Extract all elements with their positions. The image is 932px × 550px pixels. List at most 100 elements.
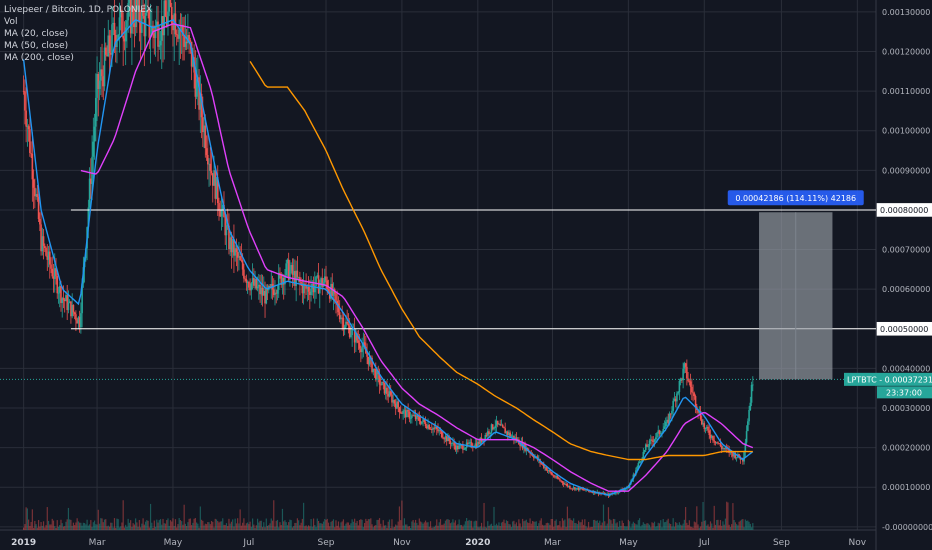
candle-body bbox=[251, 278, 254, 284]
volume-bar bbox=[426, 522, 428, 530]
volume-bar bbox=[489, 524, 491, 530]
volume-bar bbox=[296, 518, 298, 530]
candle-body bbox=[416, 415, 418, 420]
volume-bar bbox=[24, 524, 26, 530]
volume-bar bbox=[707, 524, 709, 530]
candle-body bbox=[556, 475, 559, 479]
volume-bar bbox=[28, 519, 30, 530]
candle-body bbox=[302, 283, 305, 294]
volume-bar bbox=[36, 527, 38, 530]
volume-bar bbox=[673, 526, 676, 530]
candle-body bbox=[290, 265, 292, 271]
volume-bar bbox=[244, 525, 246, 530]
candle-body bbox=[408, 411, 411, 419]
volume-bar bbox=[536, 525, 539, 530]
indicator-vol[interactable]: Vol bbox=[4, 17, 18, 27]
volume-bar bbox=[676, 523, 678, 530]
volume-bar bbox=[127, 518, 129, 530]
volume-bar bbox=[101, 518, 103, 530]
candle-body bbox=[215, 177, 218, 199]
volume-bar bbox=[601, 522, 603, 530]
indicator-ma200[interactable]: MA (200, close) bbox=[4, 53, 74, 63]
candle-body bbox=[142, 9, 144, 16]
volume-bar bbox=[555, 519, 557, 530]
volume-bar bbox=[71, 525, 73, 530]
volume-bar bbox=[505, 520, 508, 530]
volume-bar bbox=[612, 518, 615, 530]
candle-body bbox=[699, 411, 702, 420]
candle-body bbox=[676, 393, 678, 402]
candle-body bbox=[234, 248, 236, 256]
volume-bar bbox=[111, 522, 113, 530]
indicator-ma20[interactable]: MA (20, close) bbox=[4, 29, 69, 39]
candle-body bbox=[623, 489, 626, 491]
volume-bar bbox=[528, 522, 530, 530]
candle-body bbox=[235, 248, 238, 253]
candle-body bbox=[595, 492, 597, 494]
x-tick-label: Jul bbox=[242, 538, 254, 548]
volume-bar bbox=[417, 525, 419, 530]
candle-body bbox=[412, 415, 414, 417]
candle-body bbox=[296, 270, 299, 278]
candle-body bbox=[702, 423, 704, 425]
candle-body bbox=[459, 444, 462, 446]
candle-body bbox=[58, 286, 61, 293]
candle-body bbox=[503, 426, 505, 429]
volume-bar bbox=[219, 521, 221, 530]
volume-bar bbox=[356, 520, 358, 530]
candle-body bbox=[297, 277, 300, 278]
volume-bar bbox=[596, 520, 598, 530]
volume-bar bbox=[54, 526, 56, 530]
countdown-tag: 23:37:00 bbox=[886, 388, 922, 397]
volume-bar bbox=[543, 525, 545, 530]
ma200-line bbox=[249, 61, 753, 461]
volume-bar bbox=[672, 518, 674, 530]
volume-bar bbox=[96, 524, 98, 530]
candle-body bbox=[194, 72, 197, 97]
candle-body bbox=[243, 269, 245, 279]
volume-bar bbox=[587, 521, 590, 530]
volume-bar bbox=[208, 522, 210, 530]
volume-bar bbox=[149, 503, 152, 530]
volume-bar bbox=[79, 522, 81, 530]
candle-body bbox=[332, 289, 335, 296]
volume-bar bbox=[52, 520, 55, 530]
candle-body bbox=[632, 474, 635, 479]
volume-bar bbox=[728, 524, 730, 530]
volume-bar bbox=[719, 520, 722, 530]
volume-bar bbox=[69, 519, 71, 530]
candle-body bbox=[87, 207, 90, 228]
y-tick-label: 0.00110000 bbox=[882, 87, 930, 96]
candle-body bbox=[198, 77, 200, 110]
volume-bar bbox=[182, 524, 184, 530]
volume-bar bbox=[667, 518, 669, 530]
candle-body bbox=[338, 312, 341, 320]
candle-body bbox=[24, 91, 26, 111]
volume-bar bbox=[480, 522, 483, 530]
volume-bar bbox=[558, 525, 560, 530]
symbol-title[interactable]: Livepeer / Bitcoin, 1D, POLONIEX bbox=[4, 5, 153, 15]
candle-body bbox=[692, 392, 694, 394]
volume-bar bbox=[717, 519, 719, 530]
candle-body bbox=[404, 410, 407, 418]
volume-bar bbox=[544, 525, 546, 530]
candle-body bbox=[182, 24, 184, 36]
candle-body bbox=[411, 415, 413, 419]
volume-bar bbox=[731, 524, 733, 530]
volume-bar bbox=[749, 523, 751, 530]
candle-body bbox=[129, 0, 132, 34]
volume-bar bbox=[571, 520, 573, 530]
volume-bar bbox=[647, 523, 649, 530]
volume-bar bbox=[453, 522, 455, 530]
volume-bar bbox=[163, 523, 165, 530]
candle-body bbox=[452, 442, 454, 444]
candle-body bbox=[345, 321, 347, 327]
volume-bar bbox=[410, 527, 412, 530]
candle-body bbox=[392, 400, 395, 403]
indicator-ma50[interactable]: MA (50, close) bbox=[4, 41, 69, 51]
volume-bar bbox=[625, 526, 627, 530]
candle-body bbox=[124, 27, 127, 42]
volume-bar bbox=[242, 522, 244, 530]
candle-body bbox=[295, 270, 297, 286]
